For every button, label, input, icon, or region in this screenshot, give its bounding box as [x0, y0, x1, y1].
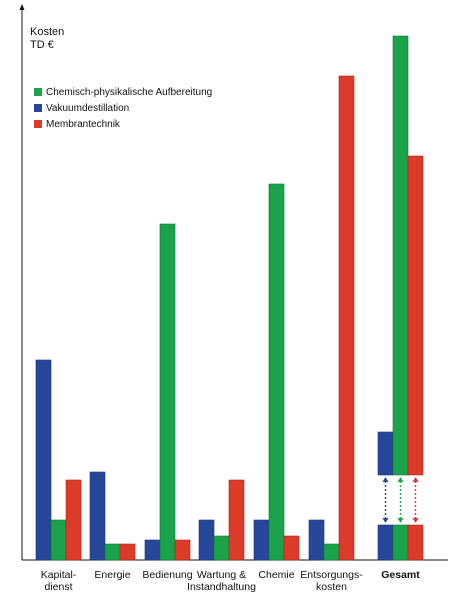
category-label-line: Wartung & — [196, 569, 247, 581]
bar-red-1 — [119, 543, 136, 561]
category-label-line: Bedienung — [142, 569, 193, 581]
bar-blue-2 — [144, 539, 161, 561]
y-axis-arrow — [19, 4, 25, 10]
category-label-line: dienst — [44, 581, 73, 593]
bar-red-4 — [283, 535, 300, 561]
category-label-4: Chemie — [237, 569, 317, 581]
connector-arrow-up-red — [412, 477, 419, 482]
bar-red-0 — [65, 479, 82, 561]
bar-blue-4 — [253, 519, 270, 561]
bar-green-5 — [323, 543, 340, 561]
connector-arrow-down-blue — [382, 518, 389, 523]
bar-blue-5 — [308, 519, 325, 561]
bar-green-total-top — [392, 35, 409, 476]
bar-red-total-base — [407, 524, 424, 561]
bar-red-2 — [174, 539, 191, 561]
bar-green-1 — [104, 543, 121, 561]
legend-swatch-green — [34, 88, 42, 96]
bar-red-3 — [228, 479, 245, 561]
bar-blue-total-top — [377, 431, 394, 476]
legend-item-green: Chemisch-physikalische Aufbereitung — [34, 84, 212, 100]
bar-green-2 — [159, 223, 176, 561]
y-axis-title-line2: TD € — [30, 39, 54, 51]
bar-green-3 — [213, 535, 230, 561]
bar-green-total-base — [392, 524, 409, 561]
category-label-line: Instandhaltung — [187, 581, 256, 593]
legend-swatch-red — [34, 120, 42, 128]
category-label-6: Gesamt — [361, 569, 441, 581]
category-label-line: Kapital- — [40, 569, 77, 581]
category-label-line: Gesamt — [381, 569, 420, 581]
legend-label-green: Chemisch-physikalische Aufbereitung — [46, 86, 213, 98]
category-label-1: Energie — [73, 569, 153, 581]
legend: Chemisch-physikalische Aufbereitung Vakuu… — [34, 84, 212, 132]
bar-blue-0 — [35, 359, 52, 561]
connector-arrow-up-blue — [382, 477, 389, 482]
bar-red-5 — [338, 75, 355, 561]
legend-item-red: Membrantechnik — [34, 116, 212, 132]
category-label-line: Energie — [94, 569, 131, 581]
category-label-line: kosten — [316, 581, 347, 593]
category-label-line: Chemie — [258, 569, 295, 581]
legend-item-blue: Vakuumdestillation — [34, 100, 212, 116]
bar-red-total-top — [407, 155, 424, 476]
legend-swatch-blue — [34, 104, 42, 112]
category-label-3: Wartung & Instandhaltung — [182, 569, 262, 593]
legend-label-red: Membrantechnik — [46, 118, 120, 130]
bar-green-0 — [50, 519, 67, 561]
y-axis-title-line1: Kosten — [30, 26, 65, 38]
bars-group — [35, 35, 424, 561]
legend-label-blue: Vakuumdestillation — [46, 102, 130, 114]
bar-blue-3 — [198, 519, 215, 561]
bar-blue-1 — [89, 471, 106, 561]
bar-green-4 — [268, 183, 285, 561]
gesamt-connector-arrows — [382, 477, 419, 523]
category-label-5: Entsorgungs-kosten — [292, 569, 372, 593]
category-label-line: Entsorgungs- — [300, 569, 363, 581]
category-label-2: Bedienung — [128, 569, 208, 581]
bar-blue-total-base — [377, 524, 394, 561]
connector-arrow-up-green — [397, 477, 404, 482]
connector-arrow-down-red — [412, 518, 419, 523]
connector-arrow-down-green — [397, 518, 404, 523]
category-label-0: Kapital-dienst — [19, 569, 99, 593]
